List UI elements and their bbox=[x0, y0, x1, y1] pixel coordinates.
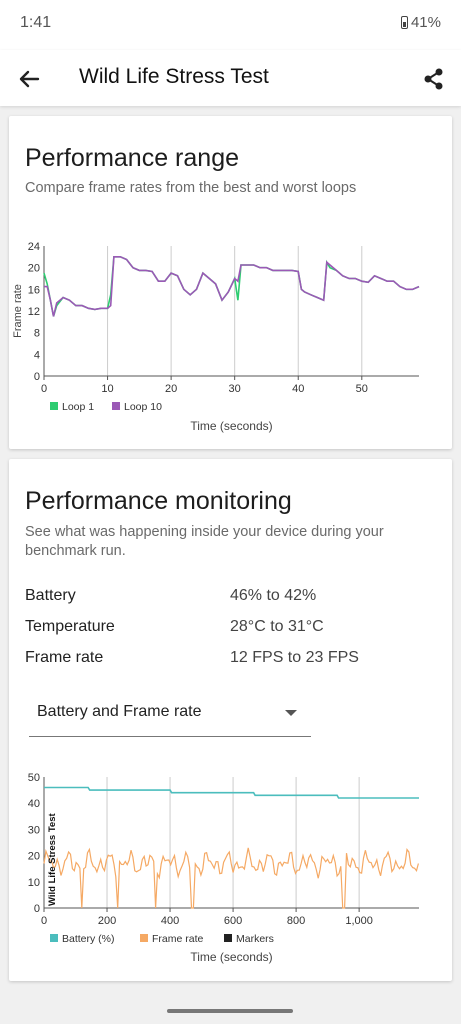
chart-select-dropdown[interactable]: Battery and Frame rate bbox=[29, 692, 311, 737]
x-axis-label: Time (seconds) bbox=[190, 950, 272, 964]
series-line-frame-rate bbox=[43, 847, 419, 909]
x-tick-label: 0 bbox=[41, 915, 47, 927]
x-tick-label: 40 bbox=[292, 383, 304, 395]
stat-value-temperature: 28°C to 31°C bbox=[230, 618, 324, 635]
back-button[interactable] bbox=[14, 64, 44, 94]
x-tick-label: 10 bbox=[101, 383, 113, 395]
y-tick-label: 8 bbox=[34, 328, 40, 340]
caret-down-icon bbox=[285, 710, 297, 716]
status-time: 1:41 bbox=[20, 14, 52, 31]
y-tick-label: 16 bbox=[28, 284, 40, 296]
x-tick-label: 1,000 bbox=[345, 915, 373, 927]
y-tick-label: 0 bbox=[34, 371, 40, 383]
status-battery: 41% bbox=[400, 14, 441, 31]
x-tick-label: 600 bbox=[224, 915, 242, 927]
stat-label-battery: Battery bbox=[25, 587, 76, 604]
dropdown-selected-value: Battery and Frame rate bbox=[37, 703, 202, 720]
legend-label: Frame rate bbox=[152, 933, 204, 945]
x-tick-label: 50 bbox=[356, 383, 368, 395]
x-tick-label: 20 bbox=[165, 383, 177, 395]
app-bar: Wild Life Stress Test bbox=[0, 50, 461, 106]
stat-value-frame-rate: 12 FPS to 23 FPS bbox=[230, 649, 359, 666]
marker-label: Wild Life Stress Test bbox=[47, 813, 58, 906]
y-tick-label: 20 bbox=[28, 851, 40, 863]
x-axis-label: Time (seconds) bbox=[190, 419, 272, 433]
y-tick-label: 30 bbox=[28, 824, 40, 836]
battery-level: 41% bbox=[410, 14, 441, 31]
performance-range-subtitle: Compare frame rates from the best and wo… bbox=[25, 180, 357, 196]
legend-label: Battery (%) bbox=[62, 933, 115, 945]
x-tick-label: 30 bbox=[229, 383, 241, 395]
y-tick-label: 50 bbox=[28, 772, 40, 784]
y-tick-label: 24 bbox=[28, 241, 40, 253]
performance-range-card: Performance range Compare frame rates fr… bbox=[9, 116, 452, 449]
share-button[interactable] bbox=[419, 64, 449, 94]
battery-frame-rate-chart: 0 200 400 600 800 1,000 0 10 20 30 40 50 Wild Life S… bbox=[28, 772, 419, 964]
legend-label: Markers bbox=[236, 933, 274, 945]
x-tick-label: 400 bbox=[161, 915, 179, 927]
legend-swatch bbox=[224, 934, 232, 942]
series-line-battery bbox=[44, 786, 419, 799]
y-tick-label: 40 bbox=[28, 798, 40, 810]
stat-value-battery: 46% to 42% bbox=[230, 587, 317, 604]
legend-swatch bbox=[112, 402, 120, 410]
legend-label: Loop 1 bbox=[62, 401, 94, 413]
legend-label: Loop 10 bbox=[124, 401, 162, 413]
x-tick-label: 200 bbox=[98, 915, 116, 927]
page-title: Wild Life Stress Test bbox=[79, 65, 269, 88]
performance-monitoring-title: Performance monitoring bbox=[25, 487, 292, 515]
series-line-loop-10 bbox=[44, 255, 420, 317]
y-tick-label: 0 bbox=[34, 903, 40, 915]
performance-monitoring-card: Performance monitoring See what was happ… bbox=[9, 459, 452, 981]
arrow-left-icon bbox=[19, 70, 40, 88]
y-axis-label: Frame rate bbox=[12, 284, 24, 338]
y-tick-label: 4 bbox=[34, 349, 40, 361]
share-icon bbox=[424, 68, 443, 90]
y-tick-label: 12 bbox=[28, 306, 40, 318]
battery-icon bbox=[400, 16, 408, 29]
x-tick-label: 0 bbox=[41, 383, 47, 395]
performance-monitoring-subtitle: See what was happening inside your devic… bbox=[25, 524, 384, 559]
legend-swatch bbox=[140, 934, 148, 942]
legend-swatch bbox=[50, 402, 58, 410]
status-bar: 1:41 41% bbox=[0, 0, 461, 50]
legend-swatch bbox=[50, 934, 58, 942]
stat-label-temperature: Temperature bbox=[25, 618, 115, 635]
x-tick-label: 800 bbox=[287, 915, 305, 927]
y-tick-label: 10 bbox=[28, 877, 40, 889]
y-tick-label: 20 bbox=[28, 263, 40, 275]
frame-rate-chart: 0 10 20 30 40 50 0 4 8 12 16 20 24 Frame rate Loop 1 Lo… bbox=[12, 241, 420, 433]
home-indicator[interactable] bbox=[167, 1009, 293, 1013]
performance-range-title: Performance range bbox=[25, 144, 240, 172]
stat-label-frame-rate: Frame rate bbox=[25, 649, 104, 666]
